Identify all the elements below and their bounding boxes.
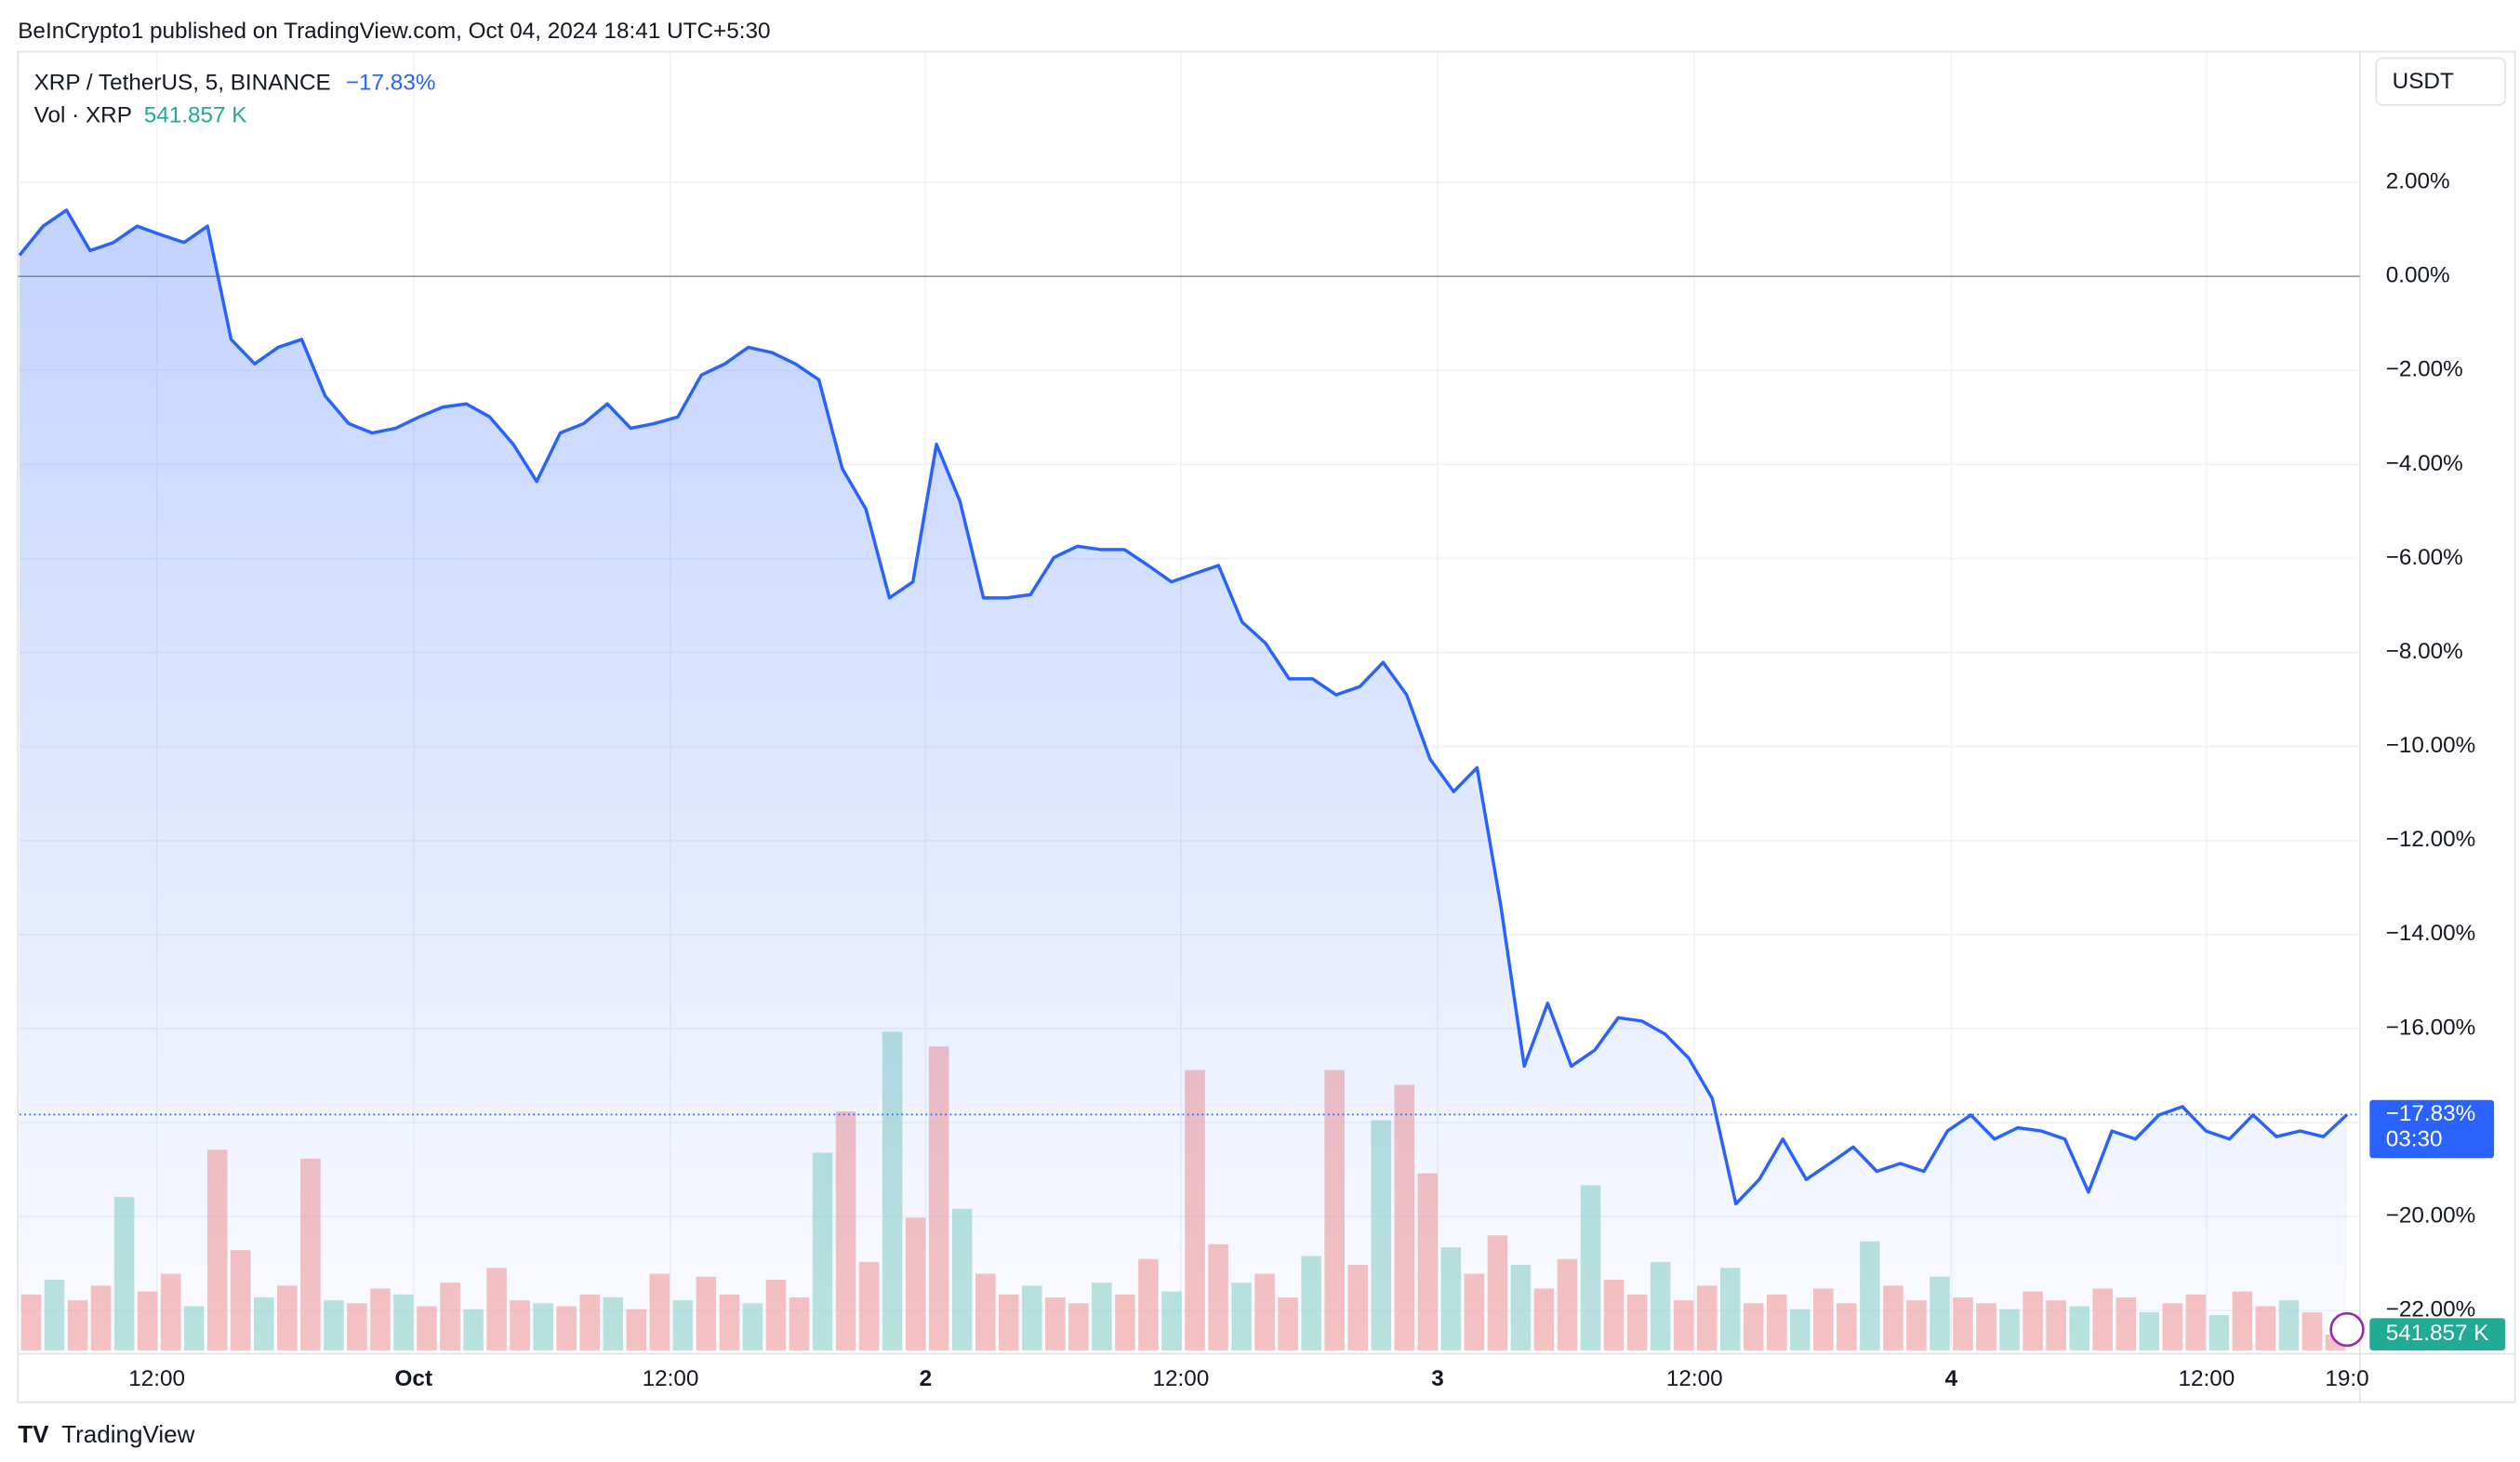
currency[interactable]: USDT [2393, 69, 2454, 94]
volume-title: Vol · XRP [34, 102, 132, 127]
x-tick-label: 3 [1431, 1366, 1444, 1391]
change: −17.83% [346, 71, 436, 96]
chart-frame [17, 50, 2516, 1403]
y-tick-label: 2.00% [2386, 169, 2450, 194]
currency-button[interactable] [2375, 57, 2507, 106]
volume-value: 541.857 K [144, 102, 247, 127]
x-tick-label: 12:00 [1152, 1366, 1209, 1391]
x-tick-label: 12:00 [2178, 1366, 2235, 1391]
last-price-label: −17.83% [2386, 1101, 2476, 1126]
volume-last-label: 541.857 K [2386, 1321, 2489, 1346]
y-tick-label: −12.00% [2386, 827, 2476, 852]
header: BeInCrypto1 published on TradingView.com… [18, 19, 770, 44]
price-area [19, 209, 2348, 1351]
x-tick-label: 2 [920, 1366, 933, 1391]
y-tick-label: −16.00% [2386, 1015, 2476, 1040]
symbol: XRP / TetherUS, 5, BINANCE [34, 71, 331, 96]
x-tick-label: 19:0 [2325, 1366, 2368, 1391]
y-tick-label: −10.00% [2386, 733, 2476, 758]
y-tick-label: −8.00% [2386, 639, 2463, 664]
price-line [18, 208, 2349, 1206]
x-tick-label: 4 [1945, 1366, 1958, 1391]
x-tick-label: 12:00 [128, 1366, 185, 1391]
last-price-badge [2369, 1099, 2495, 1159]
x-tick-label: Oct [395, 1366, 433, 1391]
y-tick-label: −2.00% [2386, 357, 2463, 382]
y-tick-label: −4.00% [2386, 451, 2463, 476]
alert-icon[interactable] [2329, 1311, 2365, 1348]
volume-badge [2369, 1318, 2506, 1351]
x-tick-label: 12:00 [643, 1366, 699, 1391]
y-tick-label: −22.00% [2386, 1297, 2476, 1322]
y-tick-label: −14.00% [2386, 921, 2476, 946]
countdown: 03:30 [2386, 1127, 2443, 1152]
brand-logo: TV [18, 1420, 49, 1448]
y-tick-label: −20.00% [2386, 1203, 2476, 1229]
x-tick-label: 12:00 [1666, 1366, 1723, 1391]
brand: TradingView [61, 1420, 195, 1448]
y-tick-label: −6.00% [2386, 545, 2463, 570]
y-tick-label: 0.00% [2386, 263, 2450, 288]
